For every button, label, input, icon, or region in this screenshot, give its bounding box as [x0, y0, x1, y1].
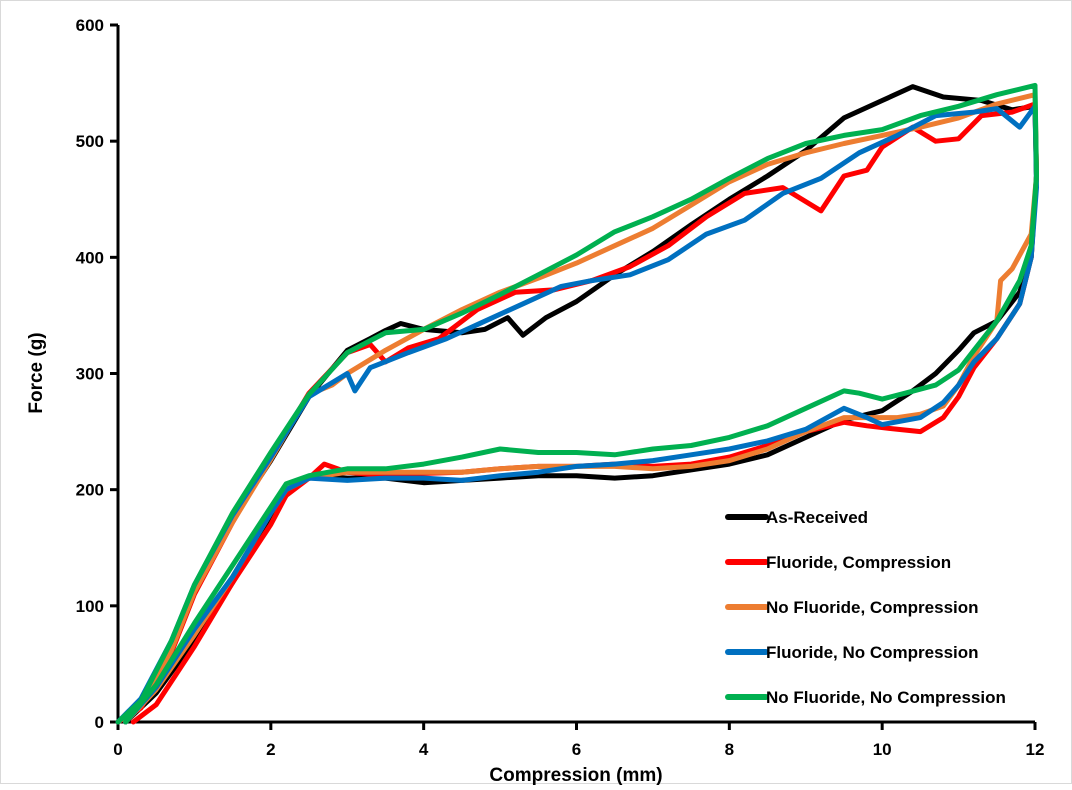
series-layer [115, 82, 1039, 725]
series-line-4 [115, 103, 1039, 725]
x-tick-label: 4 [419, 740, 429, 759]
x-tick-label: 6 [572, 740, 581, 759]
legend-label: As-Received [766, 508, 868, 527]
legend: As-Received Fluoride, Compression No Fluor… [725, 508, 1006, 707]
x-axis-label: Compression (mm) [489, 765, 662, 785]
x-tick-label: 0 [113, 740, 122, 759]
series-line-2 [115, 101, 1039, 725]
legend-label: Fluoride, Compression [766, 553, 951, 572]
legend-label: No Fluoride, Compression [766, 598, 979, 617]
series-line-5 [115, 82, 1039, 725]
series-line-1 [115, 84, 1039, 725]
y-tick-label: 0 [95, 713, 104, 732]
x-tick-label: 12 [1026, 740, 1045, 759]
y-tick-label: 100 [76, 597, 104, 616]
axes: 0 100 200 300 400 500 600 0 2 4 6 8 10 12 [76, 16, 1045, 759]
x-tick-label: 8 [725, 740, 734, 759]
y-tick-label: 300 [76, 365, 104, 384]
x-tick-label: 2 [266, 740, 275, 759]
y-tick-label: 200 [76, 481, 104, 500]
y-axis-label: Force (g) [26, 332, 47, 413]
y-tick-label: 600 [76, 16, 104, 35]
y-tick-label: 500 [76, 132, 104, 151]
series-line-3 [115, 92, 1039, 725]
legend-label: No Fluoride, No Compression [766, 688, 1006, 707]
y-tick-label: 400 [76, 248, 104, 267]
x-tick-label: 10 [873, 740, 892, 759]
legend-label: Fluoride, No Compression [766, 643, 979, 662]
